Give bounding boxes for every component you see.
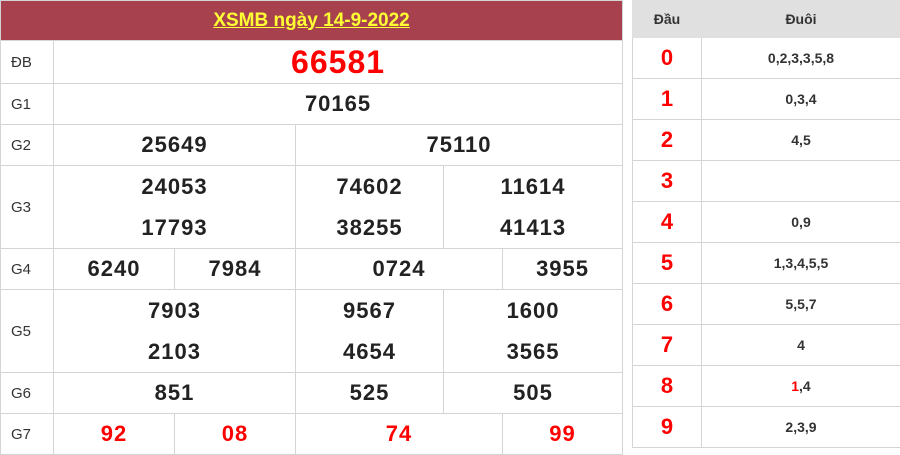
- prize-g1: 70165: [54, 84, 623, 125]
- loto-head: 4: [633, 202, 702, 243]
- label-db: ĐB: [1, 41, 54, 84]
- prize-g3: 38255: [296, 207, 443, 248]
- prize-g5: 9567: [296, 290, 443, 331]
- loto-head: 1: [633, 79, 702, 120]
- prize-g4: 0724: [296, 249, 503, 290]
- loto-tail: 0,2,3,3,5,8: [702, 38, 900, 79]
- prize-g5: 4654: [296, 331, 443, 372]
- loto-head: 8: [633, 366, 702, 407]
- prize-g4: 7984: [175, 249, 296, 290]
- prize-g5: 7903: [54, 290, 295, 331]
- loto-head: 2: [633, 120, 702, 161]
- prize-g7: 08: [175, 414, 296, 455]
- prize-g6: 505: [444, 373, 623, 414]
- loto-head: 7: [633, 325, 702, 366]
- loto-head: 5: [633, 243, 702, 284]
- prize-g3: 17793: [54, 207, 295, 248]
- loto-tail: 0,3,4: [702, 79, 900, 120]
- label-g6: G6: [1, 373, 54, 414]
- loto-head: 9: [633, 407, 702, 448]
- prize-g6: 525: [296, 373, 444, 414]
- loto-tail: 1,4: [702, 366, 900, 407]
- title-link[interactable]: XSMB ngày 14-9-2022: [213, 10, 409, 31]
- loto-tail-highlight: 1: [791, 378, 799, 394]
- loto-tail: 4: [702, 325, 900, 366]
- loto-tail: [702, 161, 900, 202]
- prize-g3: 11614: [444, 166, 622, 207]
- loto-tail-rest: ,4: [799, 378, 811, 394]
- loto-tail: 5,5,7: [702, 284, 900, 325]
- prize-g5: 1600: [444, 290, 622, 331]
- tail-column-header: Đuôi: [702, 1, 900, 38]
- loto-tail: 4,5: [702, 120, 900, 161]
- prize-g7: 92: [54, 414, 175, 455]
- label-g7: G7: [1, 414, 54, 455]
- loto-tail: 1,3,4,5,5: [702, 243, 900, 284]
- loto-tail: 0,9: [702, 202, 900, 243]
- head-column-header: Đầu: [633, 1, 702, 38]
- label-g1: G1: [1, 84, 54, 125]
- prize-g3: 41413: [444, 207, 622, 248]
- loto-row: 3: [633, 161, 900, 202]
- loto-head: 0: [633, 38, 702, 79]
- prize-g2: 25649: [54, 125, 296, 166]
- loto-tail: 2,3,9: [702, 407, 900, 448]
- loto-head: 3: [633, 161, 702, 202]
- prize-g7: 99: [503, 414, 623, 455]
- prize-g4: 3955: [503, 249, 623, 290]
- prize-g7: 74: [296, 414, 503, 455]
- label-g5: G5: [1, 290, 54, 373]
- loto-head: 6: [633, 284, 702, 325]
- label-g3: G3: [1, 166, 54, 249]
- label-g2: G2: [1, 125, 54, 166]
- prize-g6: 851: [54, 373, 296, 414]
- prize-g5: 2103: [54, 331, 295, 372]
- prize-g5: 3565: [444, 331, 622, 372]
- prize-special: 66581: [54, 41, 623, 84]
- prize-g3: 24053: [54, 166, 295, 207]
- results-header: XSMB ngày 14-9-2022: [1, 1, 623, 41]
- prize-g4: 6240: [54, 249, 175, 290]
- prize-g3: 74602: [296, 166, 443, 207]
- label-g4: G4: [1, 249, 54, 290]
- prize-g2: 75110: [296, 125, 623, 166]
